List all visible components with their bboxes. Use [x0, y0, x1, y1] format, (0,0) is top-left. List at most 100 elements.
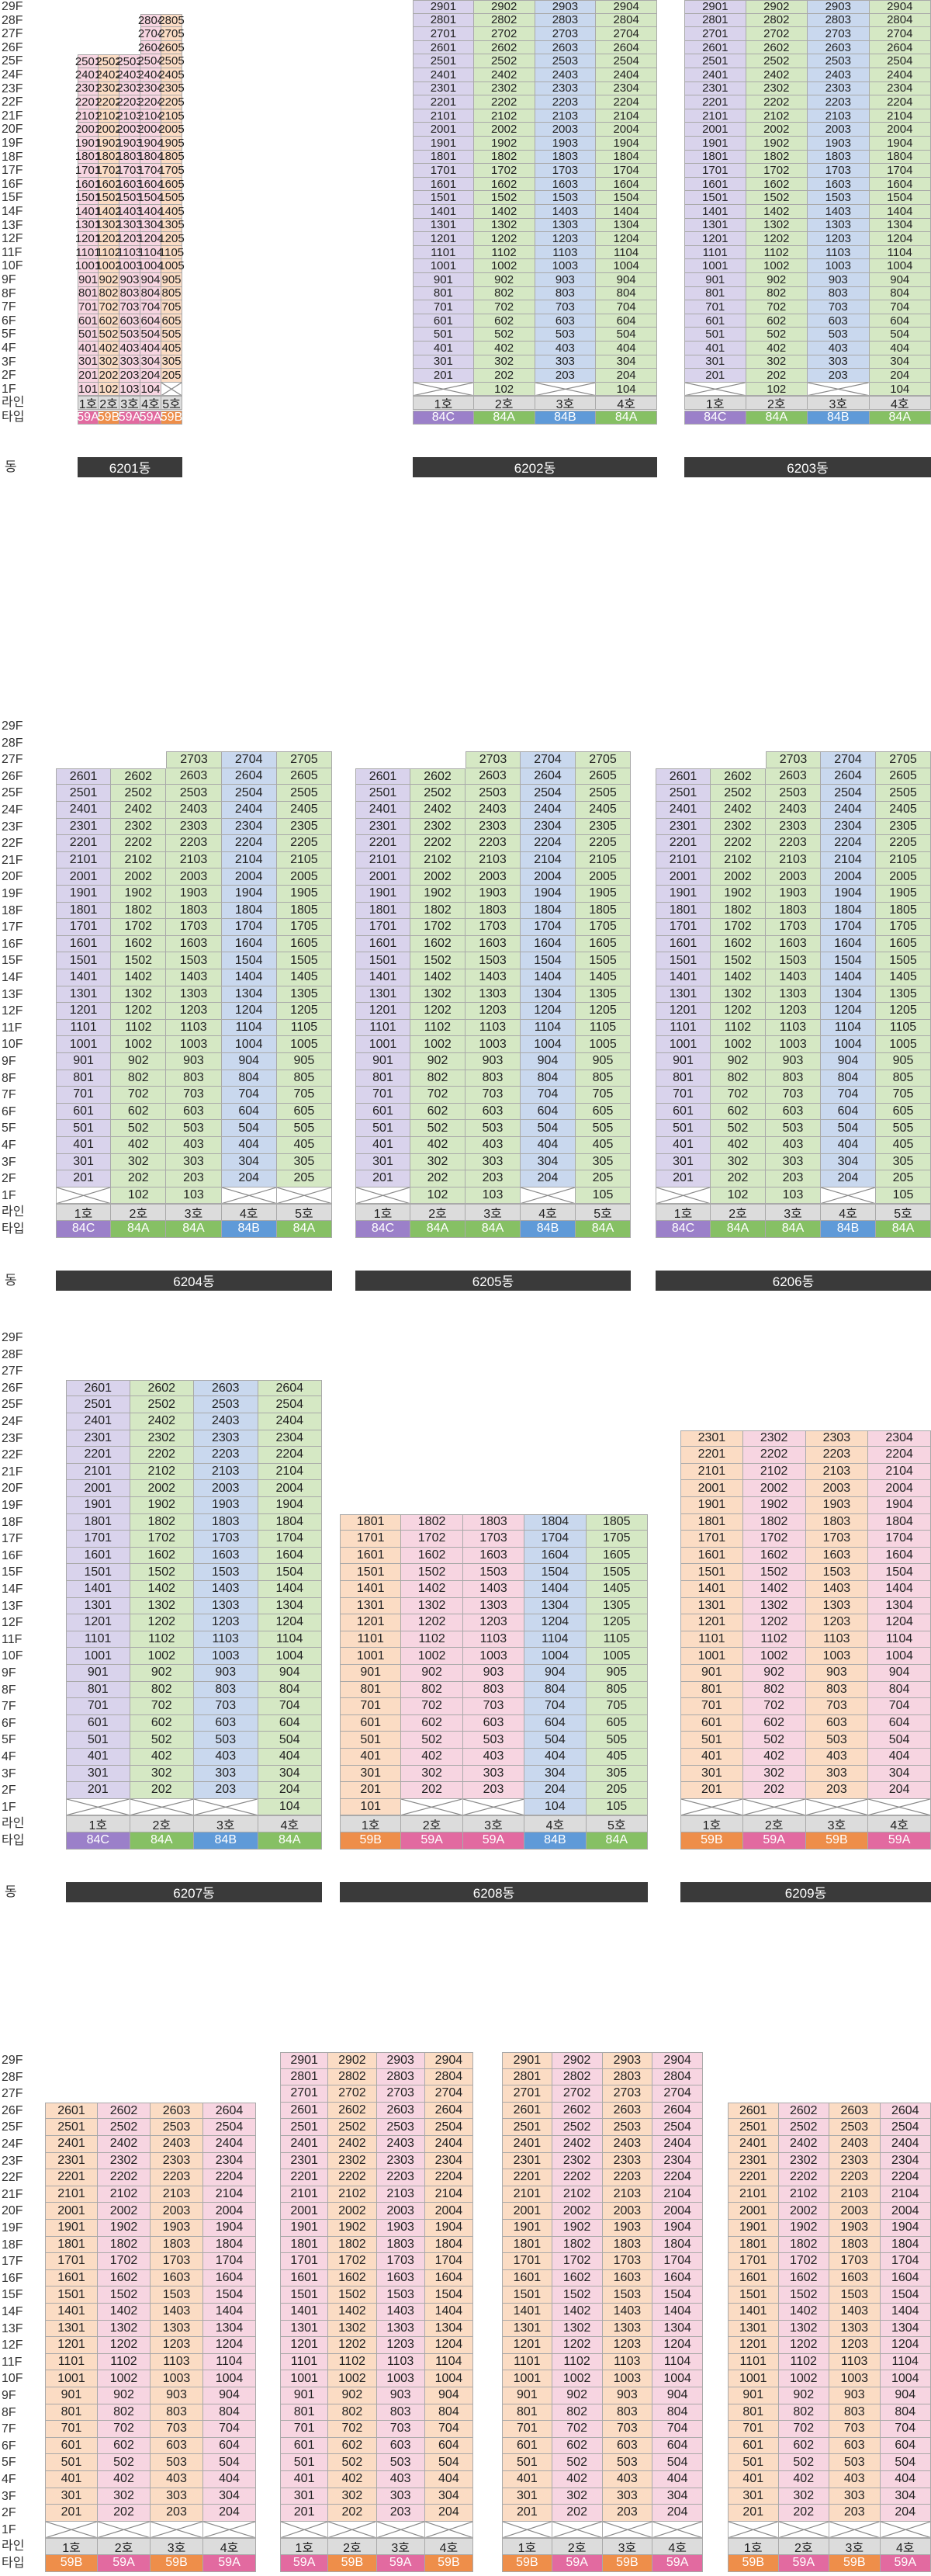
unit-cell: 704	[521, 1087, 576, 1104]
type-row-label: 타입	[2, 411, 25, 424]
unit-cell: 2104	[424, 2186, 473, 2203]
unit-cell: 102	[111, 1187, 167, 1205]
unit-cell: 1401	[355, 969, 410, 986]
unit-cell: 1703	[462, 1531, 525, 1548]
unit-cell: 1402	[401, 1581, 463, 1598]
unit-cell: 2801	[684, 13, 746, 28]
unit-cell: 705	[586, 1698, 648, 1715]
unit-cell: 802	[328, 2404, 377, 2422]
unit-cell: 2404	[258, 1413, 322, 1430]
unit-cell: 803	[462, 1681, 525, 1699]
unit-cell: 302	[111, 1153, 167, 1171]
unit-cell: 1703	[376, 2253, 425, 2270]
unit-cell: 104	[596, 383, 657, 397]
unit-cell: 1403	[766, 969, 821, 986]
unit-cell: 1104	[821, 1019, 876, 1037]
unit-cell: 502	[711, 1120, 766, 1137]
unit-cell: 2104	[880, 2186, 931, 2203]
unit-cell: 1004	[521, 1036, 576, 1053]
unit-cell: 402	[746, 342, 808, 355]
unit-cell: 1101	[355, 1019, 410, 1037]
unit-cell: 1205	[276, 1003, 332, 1020]
unit-cell: 1104	[424, 2353, 473, 2371]
unit-cell: 1603	[376, 2269, 425, 2287]
unit-cell: 2903	[535, 0, 597, 14]
unit-cell: 302	[552, 2488, 603, 2505]
unit-cell: 903	[829, 2387, 881, 2404]
unit-cell: 1004	[596, 259, 657, 273]
unit-cell: 1802	[746, 150, 808, 165]
unit-cell: 1702	[473, 164, 535, 178]
unit-cell: 2004	[258, 1480, 322, 1497]
unit-cell: 2203	[602, 2169, 653, 2186]
unit-cell: 2302	[328, 2152, 377, 2170]
unit-cell: 203	[166, 1170, 222, 1187]
unit-cell: 1604	[424, 2269, 473, 2287]
unit-cell: 1902	[95, 136, 122, 151]
unit-cell: 1203	[535, 232, 597, 246]
unit-cell: 1104	[221, 1019, 277, 1037]
pilotis-cell	[680, 1798, 743, 1816]
floor-label: 9F	[2, 273, 16, 286]
unit-cell: 805	[276, 1070, 332, 1087]
unit-cell: 902	[746, 273, 808, 287]
unit-cell: 405	[876, 1137, 931, 1154]
unit-cell: 1702	[95, 163, 122, 178]
unit-cell: 1601	[656, 935, 711, 953]
unit-cell: 2504	[258, 1396, 322, 1413]
unit-cell: 1604	[521, 935, 576, 953]
pilotis-cell	[280, 2521, 329, 2539]
unit-cell: 2502	[552, 2119, 603, 2136]
unit-cell: 401	[56, 1137, 112, 1154]
unit-cell: 1503	[194, 1564, 258, 1581]
unit-cell: 1003	[535, 259, 597, 273]
unit-cell: 1401	[45, 2304, 98, 2321]
unit-cell: 701	[56, 1087, 112, 1104]
unit-cell: 2201	[74, 95, 102, 109]
unit-cell: 1603	[535, 178, 597, 192]
line-cell: 3호	[376, 2538, 425, 2555]
unit-cell: 702	[130, 1698, 194, 1715]
unit-cell: 2104	[868, 1463, 931, 1481]
pilotis-cell	[98, 2521, 151, 2539]
unit-cell: 2304	[821, 818, 876, 836]
unit-cell: 2801	[413, 13, 474, 28]
unit-cell: 1803	[376, 2236, 425, 2254]
unit-cell: 1603	[808, 178, 870, 192]
unit-cell: 1104	[869, 246, 931, 260]
pilotis-cell	[521, 1187, 576, 1205]
unit-cell: 501	[684, 328, 746, 342]
unit-cell: 1904	[221, 886, 277, 903]
unit-cell: 2702	[328, 2085, 377, 2103]
unit-cell: 801	[45, 2404, 98, 2422]
line-cell: 5호	[576, 1204, 631, 1221]
unit-cell: 2104	[596, 109, 657, 123]
unit-cell: 503	[535, 328, 597, 342]
unit-cell: 1304	[868, 1597, 931, 1615]
unit-cell: 2203	[116, 95, 143, 109]
unit-cell: 1002	[95, 259, 122, 273]
type-badge: 84C	[413, 411, 474, 425]
unit-cell: 1004	[652, 2370, 703, 2387]
line-cell: 2호	[473, 396, 535, 411]
unit-cell: 1803	[466, 902, 521, 920]
unit-cell: 105	[876, 1187, 931, 1205]
pilotis-cell	[355, 1187, 410, 1205]
unit-cell: 503	[194, 1732, 258, 1749]
unit-cell: 1104	[652, 2353, 703, 2371]
floor-label: 9F	[2, 1055, 16, 1068]
unit-cell: 2601	[280, 2102, 329, 2120]
unit-cell: 2302	[746, 81, 808, 96]
unit-cell: 302	[410, 1153, 466, 1171]
unit-cell: 1802	[711, 902, 766, 920]
unit-cell: 1803	[151, 2236, 203, 2254]
unit-cell: 205	[161, 368, 182, 383]
unit-cell: 203	[466, 1170, 521, 1187]
unit-cell: 2702	[746, 27, 808, 41]
floor-label: 15F	[2, 2288, 23, 2302]
unit-cell: 402	[473, 342, 535, 355]
unit-cell: 1501	[66, 1564, 130, 1581]
type-badge: 84C	[66, 1832, 130, 1850]
unit-cell: 402	[111, 1137, 167, 1154]
unit-cell: 1205	[158, 231, 185, 246]
